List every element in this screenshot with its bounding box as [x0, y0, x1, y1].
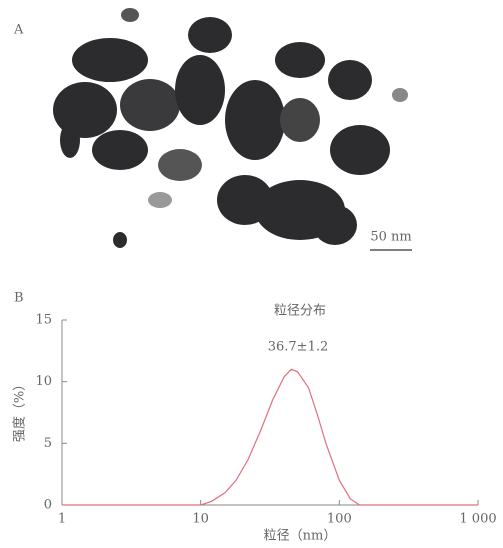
tem-image — [53, 8, 408, 248]
x-tick-label: 10 — [192, 512, 209, 527]
panel-label: A — [13, 23, 24, 38]
y-tick-label: 0 — [44, 498, 52, 513]
y-axis-label: 强度（%） — [12, 378, 28, 442]
x-tick-label: 1 — [58, 512, 66, 527]
chart-title: 粒径分布 — [274, 304, 326, 319]
y-tick-label: 5 — [44, 436, 52, 451]
y-tick-label: 10 — [35, 374, 52, 389]
y-tick-label: 15 — [35, 313, 52, 328]
annotation: 36.7±1.2 — [268, 340, 329, 355]
x-tick-label: 100 — [327, 512, 352, 527]
data-line — [62, 368, 478, 506]
x-axis-label: 粒径（nm） — [264, 529, 337, 544]
x-tick-label: 1 000 — [459, 512, 496, 527]
panel-label: B — [14, 291, 24, 306]
scale-bar-label: 50 nm — [370, 230, 411, 245]
